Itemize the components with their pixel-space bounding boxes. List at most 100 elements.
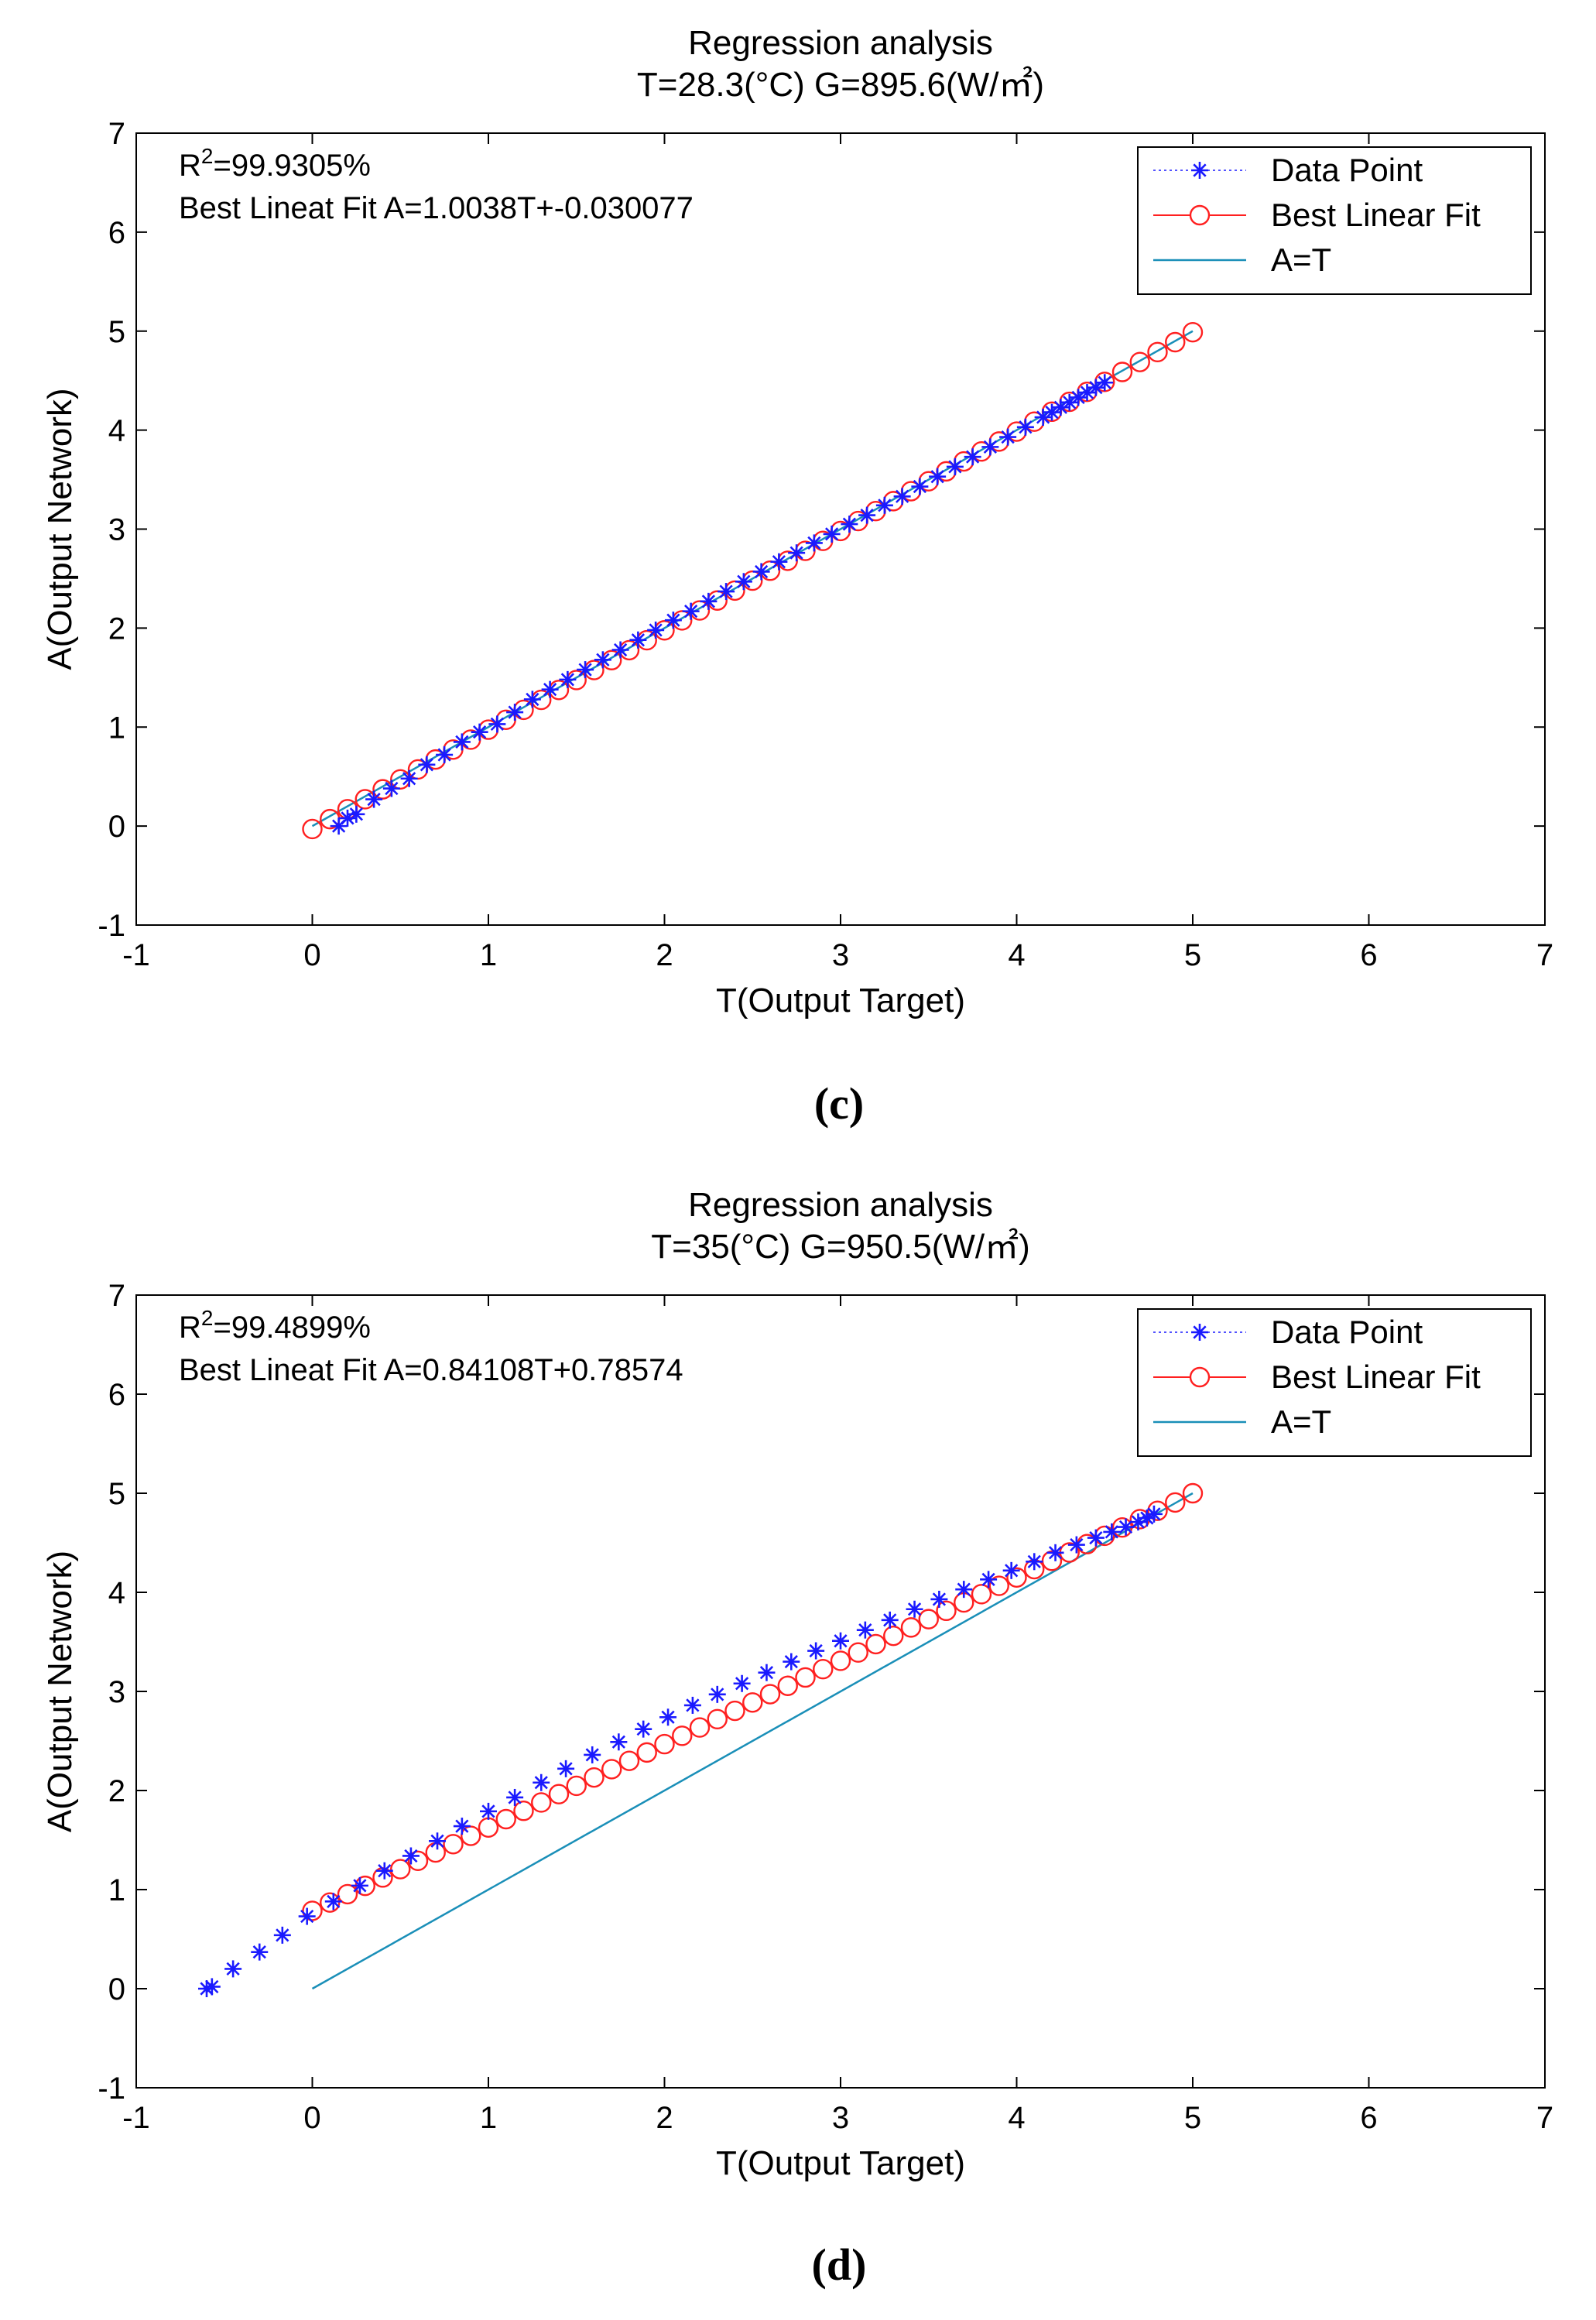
legend-label-identity: A=T bbox=[1271, 242, 1331, 278]
x-tick-label: 3 bbox=[832, 938, 849, 972]
fit-equation-annotation: Best Lineat Fit A=1.0038T+-0.030077 bbox=[179, 191, 694, 225]
data-point bbox=[929, 468, 947, 485]
y-tick-label: 3 bbox=[108, 513, 125, 547]
fit-point bbox=[1182, 321, 1204, 343]
fit-point bbox=[618, 1750, 640, 1771]
data-point bbox=[584, 1746, 601, 1763]
legend: Data Point Best Linear Fit A=T bbox=[1137, 1308, 1532, 1457]
data-point bbox=[718, 583, 735, 601]
fit-point bbox=[654, 1733, 675, 1755]
fit-point bbox=[865, 1633, 886, 1655]
data-point bbox=[659, 1708, 677, 1726]
legend-label-data-point: Data Point bbox=[1271, 152, 1423, 188]
data-point bbox=[559, 670, 577, 688]
y-axis-label: A(Output Network) bbox=[41, 388, 79, 670]
data-point bbox=[400, 769, 418, 787]
data-point bbox=[224, 1960, 242, 1978]
y-tick-label: 6 bbox=[108, 1378, 125, 1412]
data-point bbox=[708, 1685, 726, 1703]
fit-point bbox=[988, 1575, 1009, 1596]
data-point bbox=[471, 723, 488, 741]
fit-point bbox=[689, 1717, 711, 1738]
fit-point bbox=[390, 1859, 411, 1880]
data-point bbox=[480, 1802, 497, 1820]
y-tick-label: 4 bbox=[108, 1576, 125, 1610]
data-point bbox=[453, 1818, 471, 1835]
data-point bbox=[506, 704, 524, 721]
r-squared-annotation: R2=99.9305% bbox=[179, 144, 371, 183]
fit-point bbox=[759, 1684, 781, 1705]
legend: Data Point Best Linear Fit A=T bbox=[1137, 146, 1532, 295]
data-point bbox=[324, 1893, 342, 1910]
data-point bbox=[557, 1760, 575, 1777]
data-point bbox=[1043, 403, 1060, 421]
data-point bbox=[1016, 418, 1034, 436]
fit-point bbox=[777, 1675, 798, 1696]
fit-point bbox=[900, 1617, 922, 1638]
data-point bbox=[523, 691, 541, 708]
r2-prefix: R bbox=[179, 1311, 201, 1345]
fit-point bbox=[513, 1801, 534, 1821]
data-point bbox=[700, 592, 718, 610]
legend-fit-marker bbox=[1189, 1366, 1211, 1388]
data-point bbox=[647, 621, 665, 639]
data-point bbox=[251, 1943, 269, 1961]
y-tick-label: 7 bbox=[108, 117, 125, 151]
x-tick-label: 4 bbox=[1008, 2101, 1025, 2135]
data-point bbox=[488, 715, 506, 733]
legend-label-best-fit: Best Linear Fit bbox=[1271, 197, 1481, 233]
data-point bbox=[911, 478, 929, 495]
data-point bbox=[348, 805, 365, 823]
data-point bbox=[752, 563, 770, 581]
fit-point bbox=[830, 1650, 851, 1671]
fit-point bbox=[1129, 351, 1150, 372]
data-point bbox=[203, 1978, 221, 1996]
data-point bbox=[1060, 393, 1078, 411]
data-point bbox=[683, 1696, 701, 1714]
legend-label-identity: A=T bbox=[1271, 1403, 1331, 1440]
data-point bbox=[788, 544, 806, 562]
fit-point bbox=[443, 1834, 464, 1855]
data-point bbox=[610, 1733, 628, 1751]
chart-title: Regression analysis bbox=[688, 24, 993, 62]
y-tick-label: 3 bbox=[108, 1675, 125, 1709]
data-point bbox=[733, 1674, 751, 1692]
fit-point bbox=[584, 1767, 604, 1788]
identity-line bbox=[311, 1492, 1194, 1990]
data-point bbox=[999, 428, 1017, 446]
y-tick-label: -1 bbox=[98, 2072, 125, 2106]
fit-point bbox=[1111, 362, 1133, 382]
x-tick-label: 3 bbox=[832, 2101, 849, 2135]
data-point bbox=[1087, 1529, 1105, 1547]
chart-subtitle: T=28.3(°C) G=895.6(W/㎡) bbox=[637, 66, 1044, 104]
data-point bbox=[875, 496, 893, 514]
data-point bbox=[807, 1642, 825, 1660]
data-point bbox=[629, 631, 647, 649]
x-axis-label: T(Output Target) bbox=[716, 982, 965, 1019]
data-point bbox=[805, 534, 823, 552]
y-tick-label: 2 bbox=[108, 1774, 125, 1808]
data-point bbox=[298, 1907, 316, 1925]
x-tick-label: 0 bbox=[303, 938, 320, 972]
legend-fit-marker bbox=[1189, 204, 1211, 226]
x-tick-label: 1 bbox=[480, 2101, 497, 2135]
data-point bbox=[955, 1581, 973, 1599]
data-point bbox=[682, 602, 700, 620]
y-tick-label: 1 bbox=[108, 1873, 125, 1907]
data-point bbox=[735, 573, 752, 591]
fit-point bbox=[302, 1900, 323, 1921]
y-tick-label: 5 bbox=[108, 1477, 125, 1511]
chart-panel-d: Regression analysis T=35(°C) G=950.5(W/㎡)… bbox=[41, 1186, 1553, 2290]
r2-value: =99.9305% bbox=[213, 149, 371, 183]
fit-point bbox=[848, 1642, 868, 1663]
legend-label-best-fit: Best Linear Fit bbox=[1271, 1359, 1481, 1395]
data-point bbox=[981, 438, 999, 456]
x-tick-label: 2 bbox=[656, 938, 673, 972]
y-tick-label: 6 bbox=[108, 216, 125, 250]
fit-point bbox=[407, 1850, 429, 1872]
fit-point bbox=[302, 818, 323, 840]
fit-point bbox=[461, 1825, 481, 1846]
data-point bbox=[365, 790, 383, 808]
fit-point bbox=[337, 1883, 358, 1905]
data-point bbox=[906, 1600, 923, 1618]
